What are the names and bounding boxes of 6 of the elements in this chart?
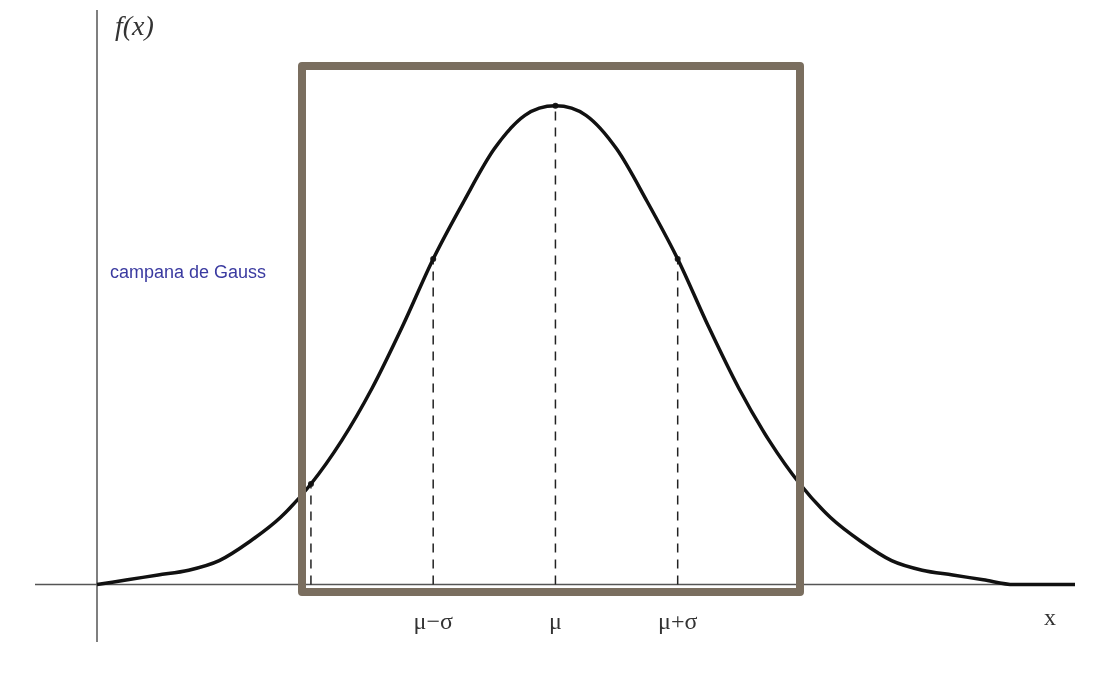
x-tick-label: μ bbox=[549, 608, 562, 635]
annotation: campana de Gauss bbox=[110, 262, 267, 283]
x-tick-label: μ+σ bbox=[658, 608, 698, 635]
x-tick-label: μ−σ bbox=[413, 608, 453, 635]
x-axis-title: x bbox=[1044, 603, 1056, 630]
y-axis-title: f(x) bbox=[115, 10, 154, 42]
